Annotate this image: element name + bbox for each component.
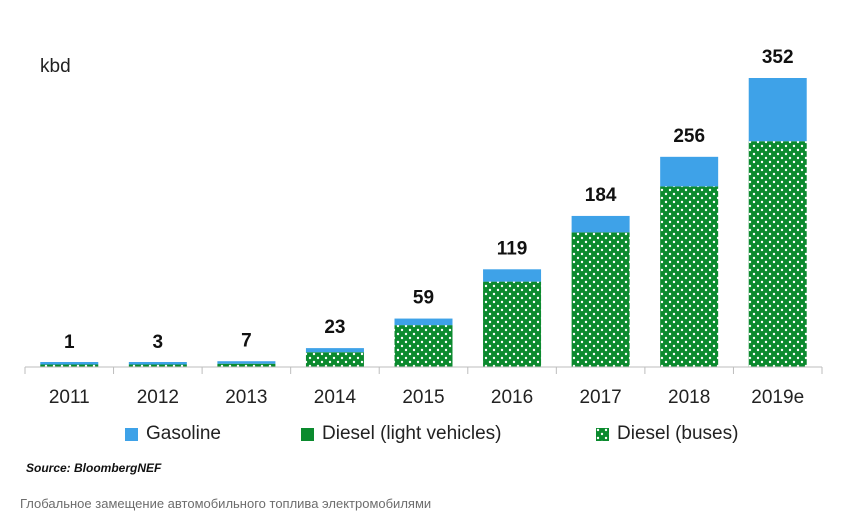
- x-tick-label-2011: 2011: [49, 387, 90, 408]
- source-note: Source: BloombergNEF: [26, 461, 162, 475]
- bar-diesel-buses-2019e: [748, 141, 807, 367]
- bar-gasoline-2018: [660, 156, 719, 187]
- bar-diesel-buses-2012: [128, 364, 187, 367]
- bar-gasoline-2015: [394, 318, 453, 326]
- x-tick-label-2013: 2013: [225, 387, 267, 408]
- legend-item-diesel-light: Diesel (light vehicles): [301, 423, 502, 445]
- legend-swatch-diesel-buses: [596, 427, 609, 441]
- legend-swatch-gasoline: [125, 427, 138, 441]
- data-label-total-2017: 184: [585, 185, 617, 206]
- data-label-total-2013: 7: [241, 330, 252, 351]
- bar-diesel-buses-2016: [483, 281, 542, 367]
- bar-gasoline-2011: [40, 362, 99, 365]
- y-unit-label: kbd: [40, 56, 71, 77]
- chart: 1 3 7 23 59 119 184 256 352 2011 2012 2013 2014 2015…: [24, 47, 823, 408]
- bar-diesel-buses-2013: [217, 363, 276, 367]
- bar-diesel-buses-2014: [305, 352, 364, 367]
- figure-caption: Глобальное замещение автомобильного топл…: [20, 496, 432, 511]
- legend-label-gasoline: Gasoline: [146, 423, 221, 444]
- x-axis-tick-labels: 2011 2012 2013 2014 2015 2016 2017 2018 2019e: [49, 387, 804, 408]
- data-label-total-2018: 256: [673, 126, 705, 147]
- data-label-total-2014: 23: [324, 317, 345, 338]
- bars-layer: [40, 78, 807, 367]
- data-label-total-2012: 3: [153, 332, 164, 353]
- bar-gasoline-2017: [571, 215, 630, 233]
- data-label-total-2016: 119: [497, 238, 528, 259]
- x-tick-label-2019e: 2019e: [751, 387, 804, 408]
- x-tick-label-2017: 2017: [579, 387, 621, 408]
- x-tick-label-2012: 2012: [137, 387, 179, 408]
- bar-gasoline-2019e: [748, 78, 807, 142]
- legend-item-diesel-buses: Diesel (buses): [596, 423, 738, 445]
- bar-diesel-buses-2015: [394, 325, 453, 367]
- value-labels-layer: 1 3 7 23 59 119 184 256 352: [64, 47, 794, 353]
- bar-gasoline-2016: [483, 269, 542, 282]
- x-tick-label-2016: 2016: [491, 387, 533, 408]
- bar-gasoline-2014: [305, 348, 364, 353]
- data-label-total-2015: 59: [413, 288, 434, 309]
- bar-gasoline-2012: [128, 362, 187, 365]
- legend-item-gasoline: Gasoline: [125, 423, 221, 445]
- x-tick-label-2018: 2018: [668, 387, 710, 408]
- data-label-total-2019e: 352: [762, 47, 794, 68]
- x-tick-label-2014: 2014: [314, 387, 357, 408]
- legend-swatch-diesel-light: [301, 427, 314, 441]
- bar-diesel-buses-2011: [40, 364, 99, 367]
- legend: Gasoline Diesel (light vehicles) Diesel …: [0, 423, 842, 447]
- bar-diesel-buses-2017: [571, 232, 630, 367]
- legend-label-diesel-buses: Diesel (buses): [617, 423, 739, 444]
- x-tick-label-2015: 2015: [402, 387, 444, 408]
- bar-gasoline-2013: [217, 361, 276, 364]
- x-axis-ticks: [24, 367, 823, 374]
- bar-diesel-buses-2018: [660, 186, 719, 367]
- data-label-total-2011: 1: [64, 332, 75, 353]
- legend-label-diesel-light: Diesel (light vehicles): [322, 423, 502, 444]
